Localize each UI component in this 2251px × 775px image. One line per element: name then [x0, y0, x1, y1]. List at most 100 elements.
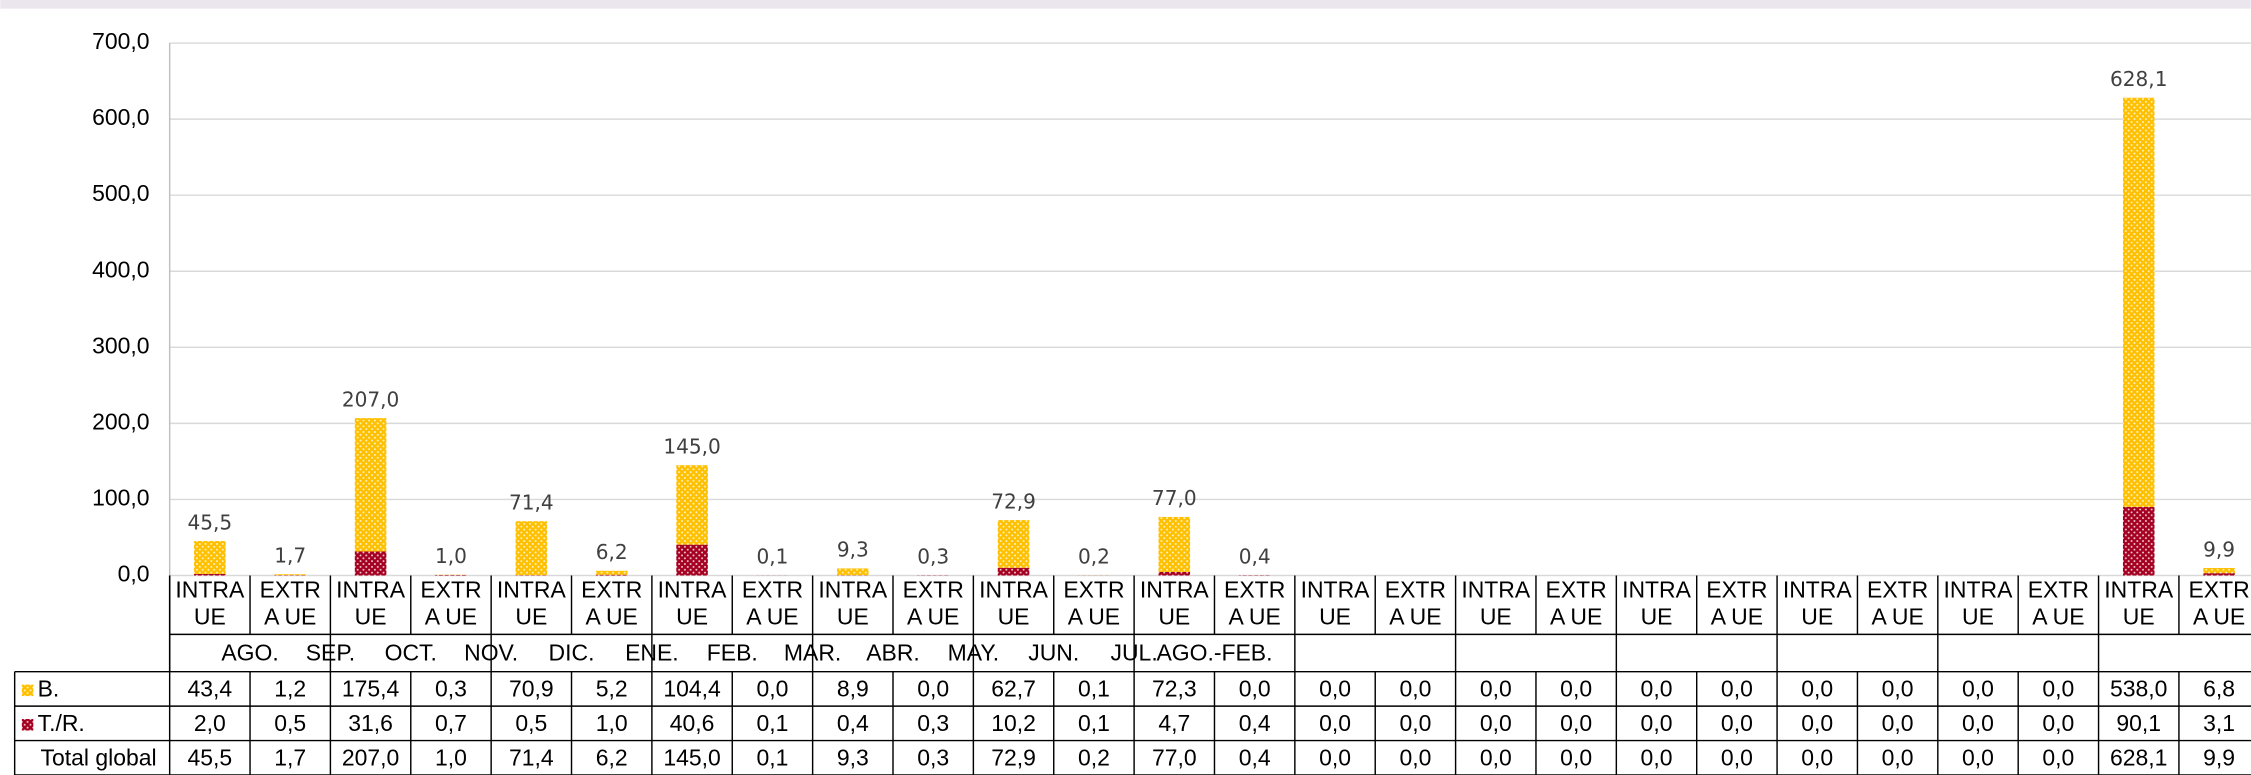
table-value: 71,4 [509, 744, 554, 770]
legend-marker [21, 684, 34, 697]
table-value: 0,0 [2042, 710, 2074, 736]
category-label: EXTR [1706, 576, 1767, 602]
category-label: EXTR [2028, 576, 2089, 602]
bar-segment [595, 574, 628, 576]
table-value: 0,3 [917, 744, 949, 770]
table-value: 0,0 [1641, 675, 1673, 701]
group-label: MAR. [784, 640, 841, 666]
table-value: 0,0 [1962, 710, 1994, 736]
table-value: 90,1 [2116, 710, 2161, 736]
table-value: 0,0 [1560, 710, 1592, 736]
table-value: 0,0 [1560, 744, 1592, 770]
table-value: 0,0 [917, 675, 949, 701]
top-strip [0, 0, 2251, 9]
category-label: EXTR [1224, 576, 1285, 602]
bar-segment [354, 418, 387, 552]
table-value: 0,3 [435, 675, 467, 701]
category-label: INTRA [1944, 576, 2014, 602]
group-label: SEP. [306, 640, 355, 666]
y-tick-label: 400,0 [92, 256, 149, 282]
table-value: 0,4 [1239, 710, 1271, 736]
table-value: 175,4 [342, 675, 400, 701]
bar-segment [997, 520, 1030, 568]
table-value: 0,4 [837, 710, 869, 736]
category-label: INTRA [1301, 576, 1371, 602]
category-label: INTRA [497, 576, 567, 602]
category-label: INTRA [818, 576, 888, 602]
total-label: 71,4 [509, 490, 554, 514]
total-label: 1,7 [274, 543, 306, 567]
category-label: A UE [1389, 604, 1441, 630]
table-value: 0,3 [917, 710, 949, 736]
table-value: 10,2 [991, 710, 1036, 736]
group-label: OCT. [385, 640, 437, 666]
bar-segment [676, 544, 708, 576]
category-label: UE [1801, 604, 1833, 630]
table-value: 0,0 [1319, 744, 1351, 770]
category-label: INTRA [1783, 576, 1853, 602]
table-value: 6,2 [596, 744, 628, 770]
table-value: 0,0 [1641, 744, 1673, 770]
y-tick-label: 700,0 [92, 28, 149, 54]
category-label: UE [1319, 604, 1351, 630]
group-label: AGO. [221, 640, 278, 666]
table-value: 0,1 [1078, 710, 1110, 736]
table-value: 0,0 [1480, 710, 1512, 736]
table-value: 0,0 [1560, 675, 1592, 701]
category-label: A UE [425, 604, 477, 630]
table-value: 538,0 [2110, 675, 2167, 701]
table-value: 0,0 [1801, 710, 1833, 736]
table-value: 2,0 [194, 710, 226, 736]
bar-segment [194, 573, 226, 576]
table-value: 5,2 [596, 675, 628, 701]
bar-segment [2122, 97, 2155, 507]
y-tick-label: 300,0 [92, 332, 149, 358]
category-label: UE [355, 604, 387, 630]
table-value: 0,5 [515, 710, 547, 736]
table-value: 0,0 [1641, 710, 1673, 736]
table-value: 0,0 [1962, 744, 1994, 770]
bar-segment [837, 568, 869, 576]
table-value: 145,0 [663, 744, 720, 770]
table-value: 8,9 [837, 675, 869, 701]
table-value: 72,3 [1152, 675, 1197, 701]
table-value: 0,1 [756, 710, 788, 736]
category-label: EXTR [1063, 576, 1124, 602]
group-label: DIC. [549, 640, 595, 666]
total-label: 72,9 [991, 489, 1036, 513]
category-label: A UE [2032, 604, 2084, 630]
y-tick-label: 600,0 [92, 104, 149, 130]
category-label: A UE [2193, 604, 2245, 630]
y-tick-label: 200,0 [92, 408, 149, 434]
bar-segment [194, 540, 226, 574]
table-value: 0,1 [756, 744, 788, 770]
table-value: 1,0 [596, 710, 628, 736]
category-label: A UE [586, 604, 638, 630]
bar-segment [435, 574, 467, 576]
legend-label: B. [38, 675, 60, 701]
total-label: 207,0 [342, 387, 399, 411]
category-label: A UE [264, 604, 316, 630]
table-value: 0,1 [1078, 675, 1110, 701]
table-value: 1,2 [274, 675, 306, 701]
bar-segment [997, 567, 1030, 576]
category-label: INTRA [979, 576, 1049, 602]
category-label: UE [1480, 604, 1512, 630]
category-label: UE [1641, 604, 1673, 630]
category-label: UE [515, 604, 547, 630]
bar-segment [1158, 571, 1191, 576]
category-label: UE [1962, 604, 1994, 630]
total-label: 0,3 [917, 545, 949, 569]
group-label: ABR. [866, 640, 920, 666]
table-value: 0,0 [1319, 710, 1351, 736]
total-label: 628,1 [2110, 67, 2167, 91]
group-label: FEB. [707, 640, 758, 666]
table-value: 0,2 [1078, 744, 1110, 770]
table-value: 3,1 [2203, 710, 2235, 736]
table-value: 0,0 [1801, 744, 1833, 770]
category-label: A UE [1068, 604, 1120, 630]
category-label: EXTR [1867, 576, 1928, 602]
table-value: 0,0 [1882, 744, 1914, 770]
total-label: 9,3 [837, 538, 869, 562]
table-value: 31,6 [348, 710, 393, 736]
